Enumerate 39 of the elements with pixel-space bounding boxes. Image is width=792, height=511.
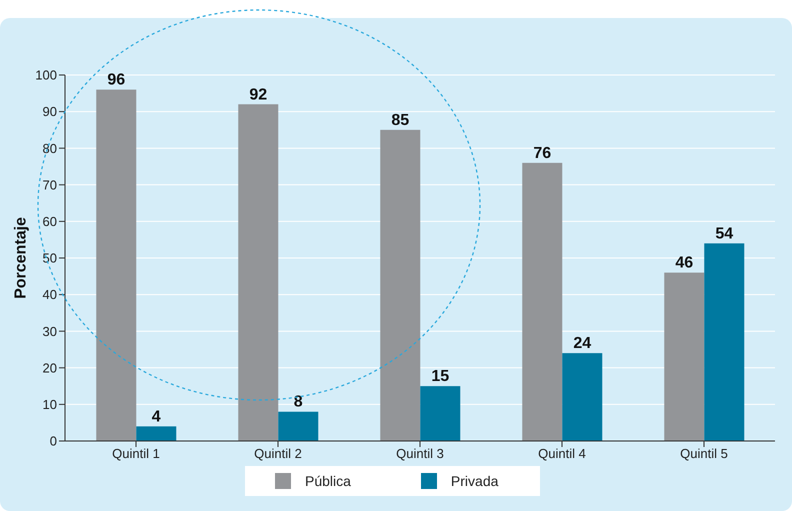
x-tick-label: Quintil 1 (112, 446, 160, 462)
y-tick-label: 60 (42, 214, 57, 230)
bar (278, 412, 318, 441)
data-label: 15 (431, 368, 450, 386)
data-label: 76 (533, 144, 552, 162)
bar (380, 130, 420, 441)
x-tick-label: Quintil 5 (680, 446, 728, 462)
legend-label: Pública (305, 473, 351, 489)
bar (96, 90, 136, 441)
y-tick-label: 70 (42, 177, 57, 192)
data-label: 46 (675, 254, 694, 272)
y-tick-label: 10 (42, 397, 57, 412)
y-tick-label: 100 (35, 68, 57, 83)
y-tick-label: 20 (42, 360, 57, 376)
x-tick-label: Quintil 4 (538, 446, 586, 462)
data-label: 96 (107, 72, 126, 89)
y-tick-label: 40 (42, 287, 57, 302)
bar (704, 243, 744, 441)
y-axis-title: Porcentaje (12, 216, 30, 299)
data-label: 4 (152, 408, 161, 426)
bar (136, 426, 176, 441)
legend-label: Privada (450, 473, 498, 489)
y-tick-label: 80 (42, 140, 57, 156)
bar (420, 386, 460, 441)
bar (522, 162, 562, 441)
bar (238, 104, 278, 441)
bar (664, 272, 704, 441)
x-tick-label: Quintil 3 (396, 446, 444, 462)
data-label: 54 (715, 225, 734, 242)
y-tick-label: 0 (50, 434, 57, 449)
y-tick-label: 90 (42, 104, 57, 120)
y-tick-label: 30 (42, 324, 57, 339)
data-label: 92 (249, 86, 268, 104)
bar (562, 353, 602, 441)
data-label: 85 (391, 112, 410, 129)
data-label: 8 (294, 394, 303, 411)
y-tick-label: 50 (42, 250, 57, 266)
data-label: 24 (573, 335, 592, 352)
x-tick-label: Quintil 2 (254, 446, 302, 462)
